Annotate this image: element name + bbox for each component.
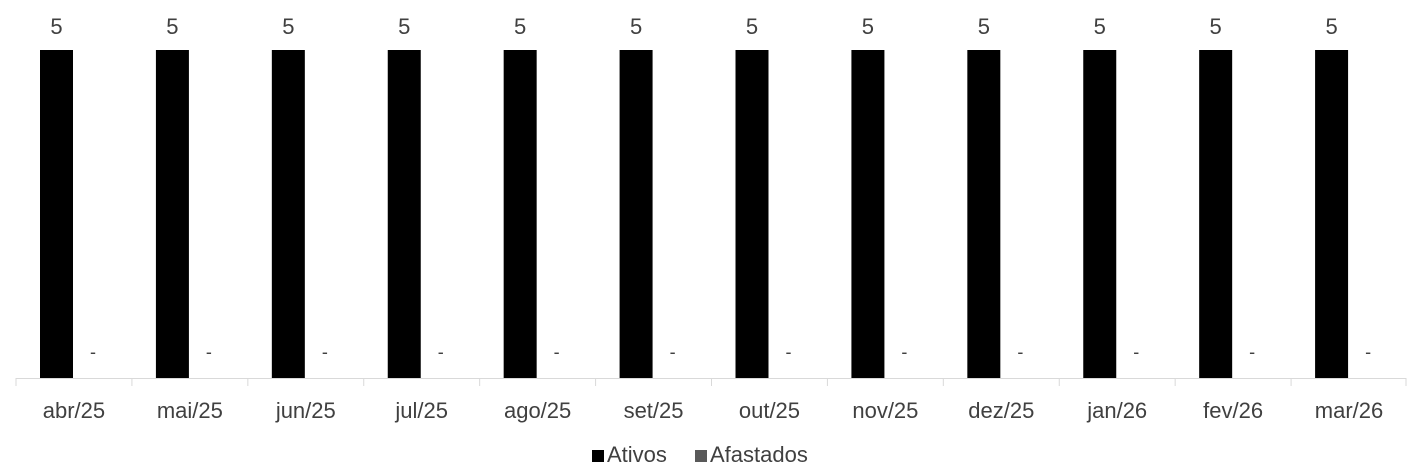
x-axis-ticks [15,378,1407,386]
bar-ativos-fev/26 [1199,50,1233,378]
legend-swatch-afastados [695,450,707,462]
data-label-afastados-out/25: - [786,342,792,362]
x-tick-label-jun/25: jun/25 [275,398,336,423]
data-label-afastados-dez/25: - [1017,342,1023,362]
x-tick-label-jan/26: jan/26 [1086,398,1147,423]
bar-ativos-set/25 [619,50,653,378]
data-label-afastados-jul/25: - [438,342,444,362]
x-tick-label-jul/25: jul/25 [394,398,448,423]
data-label-afastados-set/25: - [670,342,676,362]
data-label-afastados-ago/25: - [554,342,560,362]
x-tick-label-abr/25: abr/25 [43,398,105,423]
data-label-afastados-jan/26: - [1133,342,1139,362]
data-label-ativos-fev/26: 5 [1210,14,1222,39]
data-label-ativos-dez/25: 5 [978,14,990,39]
x-tick-label-mar/26: mar/26 [1315,398,1383,423]
x-tick-label-set/25: set/25 [624,398,684,423]
x-tick-label-nov/25: nov/25 [852,398,918,423]
x-tick-label-out/25: out/25 [739,398,800,423]
data-label-afastados-nov/25: - [901,342,907,362]
data-label-ativos-ago/25: 5 [514,14,526,39]
x-tick-label-fev/26: fev/26 [1203,398,1263,423]
bar-ativos-mai/25 [155,50,189,378]
data-label-ativos-out/25: 5 [746,14,758,39]
x-tick-label-mai/25: mai/25 [157,398,223,423]
data-label-ativos-nov/25: 5 [862,14,874,39]
bar-ativos-jan/26 [1083,50,1117,378]
x-axis-tick-labels: abr/25 mai/25 jun/25 jul/25 ago/25 set/25 out/… [43,398,1384,423]
data-label-ativos-jun/25: 5 [282,14,294,39]
legend-swatch-ativos [592,450,604,462]
bar-ativos-nov/25 [851,50,885,378]
x-tick-label-dez/25: dez/25 [968,398,1034,423]
data-label-ativos-jul/25: 5 [398,14,410,39]
data-label-ativos-set/25: 5 [630,14,642,39]
legend-label-afastados: Afastados [710,442,808,467]
data-label-afastados-mar/26: - [1365,342,1371,362]
data-label-afastados-jun/25: - [322,342,328,362]
data-label-afastados-abr/25: - [90,342,96,362]
legend: Ativos Afastados [592,442,808,467]
data-labels-layer: 5 - 5 - 5 - 5 - 5 - 5 - 5 - 5 - 5 - 5 - 5 - 5 - [50,14,1371,362]
bar-ativos-dez/25 [967,50,1001,378]
bar-ativos-jun/25 [271,50,305,378]
data-label-ativos-mai/25: 5 [166,14,178,39]
bar-ativos-jul/25 [387,50,421,378]
data-label-ativos-abr/25: 5 [50,14,62,39]
legend-label-ativos: Ativos [607,442,667,467]
data-label-ativos-mar/26: 5 [1325,14,1337,39]
x-tick-label-ago/25: ago/25 [504,398,571,423]
bar-ativos-abr/25 [40,50,73,378]
bars-layer [40,50,1349,378]
data-label-afastados-mai/25: - [206,342,212,362]
bar-ativos-out/25 [735,50,769,378]
data-label-ativos-jan/26: 5 [1094,14,1106,39]
data-label-afastados-fev/26: - [1249,342,1255,362]
bar-ativos-mar/26 [1315,50,1349,378]
bar-ativos-ago/25 [503,50,537,378]
